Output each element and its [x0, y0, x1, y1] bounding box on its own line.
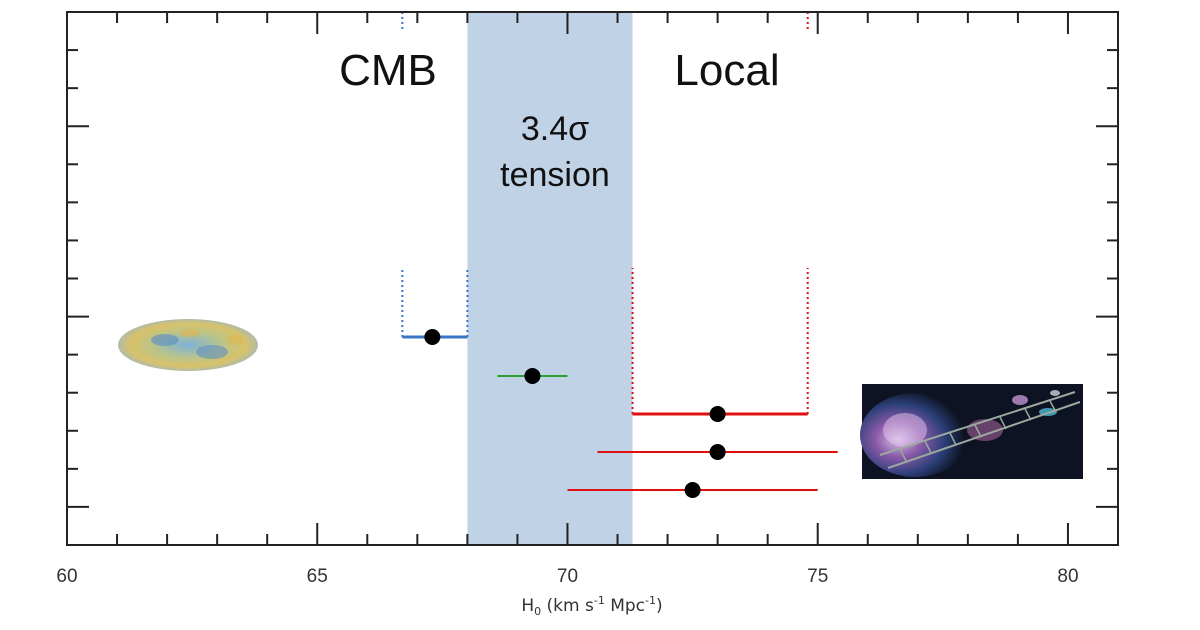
data-points	[401, 268, 838, 498]
data-point	[709, 444, 726, 460]
galaxy-distance-ladder-image	[860, 384, 1083, 479]
data-point	[709, 406, 726, 422]
x-tick-label: 70	[557, 566, 578, 587]
data-point	[424, 329, 441, 345]
x-axis-tick-labels: 60 65 70 75 80	[56, 566, 1078, 587]
data-point	[524, 368, 541, 384]
tension-word-label: tension	[500, 156, 610, 194]
top-dotted-markers	[401, 12, 809, 30]
x-tick-label: 60	[56, 566, 77, 587]
x-axis-ticks	[66, 12, 1119, 545]
tension-band	[467, 12, 633, 545]
data-point	[684, 482, 701, 498]
cmb-sky-map-image	[118, 319, 258, 371]
local-label: Local	[674, 46, 779, 95]
x-tick-label: 75	[807, 566, 828, 587]
x-tick-label: 65	[307, 566, 328, 587]
x-axis-label: H0 (km s-1 Mpc-1)	[521, 594, 662, 618]
cmb-label: CMB	[339, 46, 437, 95]
tension-sigma-label: 3.4σ	[521, 110, 589, 148]
x-tick-label: 80	[1057, 566, 1078, 587]
y-axis-ticks	[67, 49, 1118, 508]
